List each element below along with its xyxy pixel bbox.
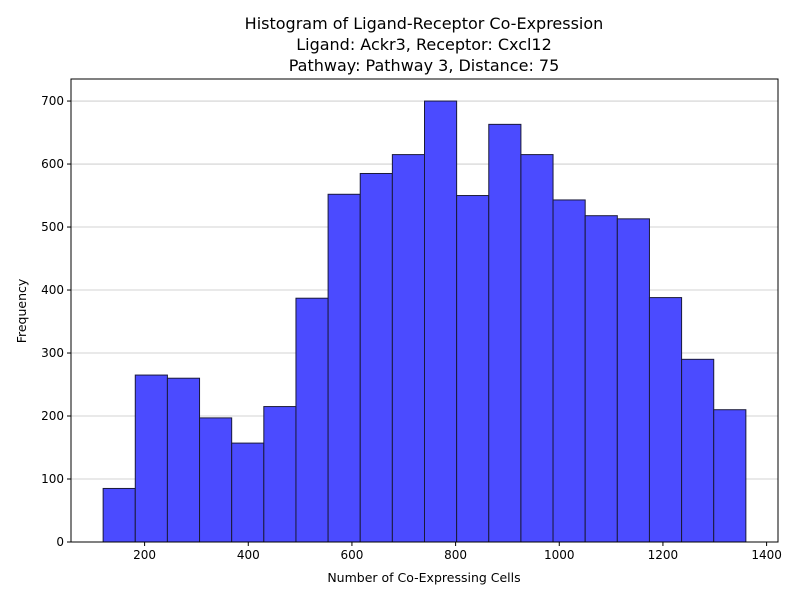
histogram-bar [424,100,458,543]
histogram-bar [520,154,554,543]
histogram-bar [616,218,650,543]
histogram-bar [584,215,618,543]
histogram-bar [713,409,747,543]
histogram-bar [359,172,393,543]
y-tick-label: 500 [41,220,64,234]
histogram-bar [488,123,522,543]
histogram-bar [295,297,329,543]
y-axis-ticks: 0 100 200 300 400 500 600 700 [41,94,71,549]
x-tick-label: 400 [237,548,260,562]
chart-title: Histogram of Ligand-Receptor Co-Expressi… [245,14,604,75]
x-tick-label: 1400 [751,548,782,562]
title-line-1: Histogram of Ligand-Receptor Co-Expressi… [245,14,604,33]
x-axis-ticks: 200 400 600 800 1000 1200 1400 [133,542,782,562]
title-line-3: Pathway: Pathway 3, Distance: 75 [289,56,560,75]
x-tick-label: 800 [444,548,467,562]
histogram-bar [391,154,426,543]
histogram-bar [134,374,168,543]
y-axis-label: Frequency [14,278,29,343]
x-axis-label: Number of Co-Expressing Cells [327,570,520,585]
histogram-bar [552,199,586,543]
plot-frame [70,78,779,543]
histogram-bar [263,406,297,543]
histogram-bar [231,442,265,543]
title-line-2: Ligand: Ackr3, Receptor: Cxcl12 [296,35,552,54]
x-tick-label: 1200 [648,548,679,562]
histogram-bar [456,195,490,543]
histogram-bar [199,417,233,543]
histogram-bar [166,377,201,543]
histogram-bar [681,358,715,543]
x-tick-label: 600 [340,548,363,562]
histogram-bar [327,193,361,543]
histogram-bar [648,297,683,543]
x-tick-label: 200 [133,548,156,562]
y-tick-label: 700 [41,94,64,108]
y-tick-label: 400 [41,283,64,297]
histogram-bar [102,487,136,543]
y-tick-label: 0 [56,535,64,549]
x-tick-label: 1000 [544,548,575,562]
bars [102,100,747,543]
y-tick-label: 600 [41,157,64,171]
y-tick-label: 200 [41,409,64,423]
y-tick-label: 300 [41,346,64,360]
y-tick-label: 100 [41,472,64,486]
